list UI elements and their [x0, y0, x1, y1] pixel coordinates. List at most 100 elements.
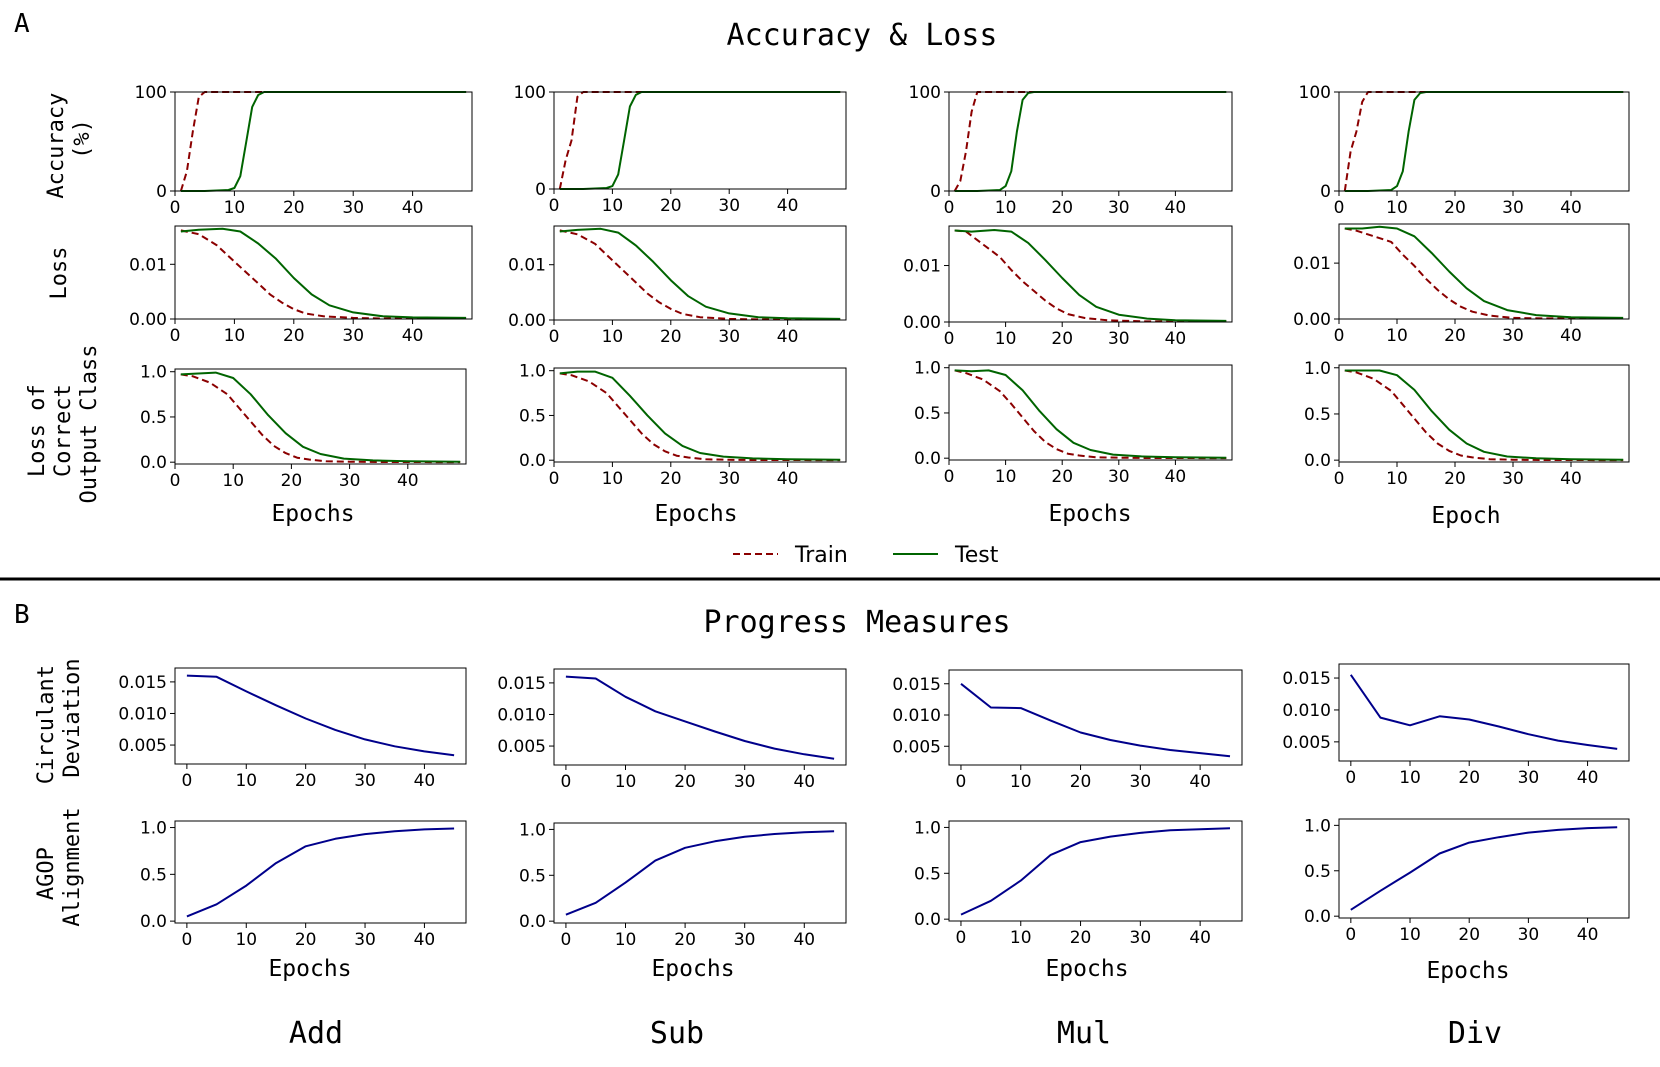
x-tick-label-b-circulant-deviation-div: 30 [1518, 768, 1540, 788]
x-tick-label-b-circulant-deviation-mul: 20 [1070, 772, 1092, 792]
x-tick-label-a-accuracy-div: 40 [1560, 198, 1582, 218]
axes-frame-a-loss-div [1338, 223, 1630, 320]
y-tick-label-b-circulant-deviation-sub: 0.015 [497, 674, 546, 694]
series-line-progress-b-agop-alignment-div [1350, 826, 1618, 911]
x-tick-label-b-circulant-deviation-mul: 40 [1189, 772, 1211, 792]
series-line-progress-b-agop-alignment-sub [565, 830, 835, 916]
row-label-loss-correct-class-line1: Loss of [25, 384, 50, 477]
row-label-agop-line1: AGOP [34, 847, 59, 900]
subplot-a-loss-sub: 0 10 20 30 40 0.00 0.01 [508, 225, 847, 347]
y-tick-label-a-loss-correct-class-div: 1.0 [1304, 359, 1331, 379]
series-line-progress-b-circulant-deviation-mul [960, 683, 1231, 758]
x-tick-label-b-agop-alignment-div: 40 [1577, 925, 1599, 945]
x-tick-label-a-loss-correct-class-sub: 10 [602, 469, 624, 489]
axes-frame-a-loss-mul [948, 225, 1233, 323]
x-tick-label-a-loss-mul: 30 [1108, 329, 1130, 349]
row-label-accuracy-line2: (%) [70, 119, 95, 159]
y-tick-label-b-circulant-deviation-div: 0.005 [1282, 733, 1331, 753]
panel-a-xlabel-div: Epoch [1431, 503, 1500, 529]
x-tick-label-b-circulant-deviation-add: 10 [235, 771, 257, 791]
x-tick-label-b-agop-alignment-add: 30 [354, 930, 376, 950]
x-tick-label-a-loss-mul: 0 [944, 329, 955, 349]
y-tick-label-b-agop-alignment-mul: 0.0 [914, 910, 941, 930]
panel-b-xlabel-sub: Epochs [651, 956, 734, 982]
x-tick-label-a-loss-add: 10 [224, 326, 246, 346]
y-tick-label-a-loss-sub: 0.01 [508, 256, 546, 276]
y-tick-label-a-loss-correct-class-sub: 1.0 [519, 362, 546, 382]
x-tick-label-b-agop-alignment-div: 0 [1345, 925, 1356, 945]
y-tick-label-a-loss-add: 0.00 [129, 310, 167, 330]
x-tick-label-a-accuracy-div: 30 [1502, 198, 1524, 218]
panel-b-xlabel-div: Epochs [1426, 958, 1509, 984]
y-tick-label-a-loss-div: 0.01 [1293, 254, 1331, 274]
subplot-b-agop-alignment-mul: 0 10 20 30 40 0.0 0.5 1.0 [914, 818, 1243, 948]
y-tick-label-a-loss-mul: 0.00 [903, 313, 941, 333]
panel-b-title: Progress Measures [703, 605, 1010, 640]
y-tick-label-b-circulant-deviation-add: 0.015 [118, 673, 167, 693]
operation-label-div: Div [1448, 1016, 1502, 1051]
x-tick-label-a-loss-correct-class-div: 10 [1386, 469, 1408, 489]
subplot-b-circulant-deviation-add: 0 10 20 30 40 0.005 0.010 0.015 [118, 667, 467, 791]
x-tick-label-b-agop-alignment-div: 20 [1458, 925, 1480, 945]
y-tick-label-b-circulant-deviation-sub: 0.010 [497, 705, 546, 725]
x-tick-label-b-agop-alignment-div: 10 [1399, 925, 1421, 945]
x-tick-label-b-agop-alignment-add: 10 [235, 930, 257, 950]
y-tick-label-a-accuracy-add: 100 [135, 83, 167, 103]
x-tick-label-a-loss-correct-class-add: 0 [170, 471, 181, 491]
subplot-a-accuracy-add: 0 10 20 30 40 0 100 [135, 83, 473, 218]
panel-b-xlabel-mul: Epochs [1045, 956, 1128, 982]
x-tick-label-b-circulant-deviation-sub: 40 [793, 772, 815, 792]
legend: Train Test [733, 543, 999, 568]
y-tick-label-b-circulant-deviation-div: 0.015 [1282, 669, 1331, 689]
series-line-progress-b-circulant-deviation-sub [565, 675, 835, 760]
axes-frame-b-agop-alignment-div [1338, 818, 1630, 919]
x-tick-label-a-loss-correct-class-mul: 40 [1165, 467, 1187, 487]
y-tick-label-a-accuracy-add: 0 [156, 182, 167, 202]
row-label-agop-alignment: AGOP Alignment [34, 807, 85, 926]
y-tick-label-b-circulant-deviation-div: 0.010 [1282, 701, 1331, 721]
y-tick-label-a-loss-correct-class-div: 0.5 [1304, 405, 1331, 425]
x-tick-label-a-accuracy-sub: 30 [718, 196, 740, 216]
operation-label-mul: Mul [1057, 1016, 1111, 1051]
panel-a-letter: A [14, 9, 30, 39]
x-tick-label-a-loss-div: 40 [1560, 326, 1582, 346]
subplot-a-loss-div: 0 10 20 30 40 0.00 0.01 [1293, 223, 1630, 346]
x-tick-label-b-circulant-deviation-div: 0 [1345, 768, 1356, 788]
y-tick-label-a-loss-correct-class-add: 0.5 [140, 408, 167, 428]
series-line-test-a-loss-correct-class-mul [954, 369, 1227, 459]
x-tick-label-a-loss-add: 0 [170, 326, 181, 346]
x-tick-label-b-agop-alignment-add: 40 [414, 930, 436, 950]
x-tick-label-b-agop-alignment-add: 20 [295, 930, 317, 950]
axes-frame-b-agop-alignment-add [174, 820, 467, 924]
subplot-b-circulant-deviation-mul: 0 10 20 30 40 0.005 0.010 0.015 [892, 669, 1243, 792]
row-label-circulant-line1: Circulant [34, 665, 59, 784]
x-tick-label-a-loss-correct-class-add: 30 [339, 471, 361, 491]
operation-label-sub: Sub [650, 1016, 704, 1051]
x-tick-label-a-accuracy-mul: 30 [1108, 198, 1130, 218]
x-tick-label-a-accuracy-mul: 10 [995, 198, 1017, 218]
axes-frame-a-accuracy-add [174, 91, 473, 192]
x-tick-label-b-agop-alignment-add: 0 [181, 930, 192, 950]
series-line-train-a-loss-div [1344, 227, 1624, 320]
axes-frame-b-agop-alignment-sub [553, 822, 847, 924]
series-line-progress-b-circulant-deviation-add [186, 674, 455, 757]
x-tick-label-a-accuracy-mul: 20 [1051, 198, 1073, 218]
subplot-b-circulant-deviation-div: 0 10 20 30 40 0.005 0.010 0.015 [1282, 663, 1630, 788]
row-label-agop-line2: Alignment [60, 807, 85, 926]
x-tick-label-a-loss-sub: 30 [718, 327, 740, 347]
series-line-train-a-loss-correct-class-sub [559, 372, 841, 462]
x-tick-label-b-agop-alignment-sub: 10 [615, 930, 637, 950]
series-line-progress-b-agop-alignment-mul [960, 827, 1231, 916]
row-label-loss: Loss [47, 247, 72, 300]
row-label-accuracy: Accuracy (%) [44, 79, 95, 198]
x-tick-label-a-loss-correct-class-mul: 0 [944, 467, 955, 487]
panel-a-xlabel-sub: Epochs [654, 501, 737, 527]
y-tick-label-a-accuracy-sub: 0 [535, 180, 546, 200]
x-tick-label-a-loss-div: 0 [1334, 326, 1345, 346]
row-label-circulant-line2: Deviation [60, 658, 85, 777]
series-line-test-a-accuracy-mul [954, 91, 1227, 192]
x-tick-label-b-circulant-deviation-add: 30 [354, 771, 376, 791]
y-tick-label-b-agop-alignment-sub: 1.0 [519, 820, 546, 840]
series-line-progress-b-circulant-deviation-div [1349, 674, 1618, 750]
x-tick-label-a-loss-correct-class-add: 20 [281, 471, 303, 491]
